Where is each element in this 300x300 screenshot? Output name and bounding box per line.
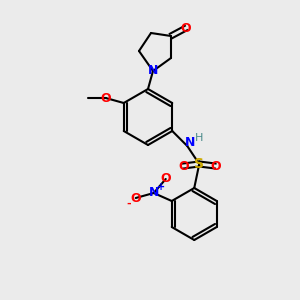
Text: +: + [157,182,165,192]
Text: -: - [126,199,131,209]
Text: N: N [148,64,158,77]
Text: N: N [185,136,195,149]
Text: O: O [181,22,191,34]
Text: S: S [194,157,204,171]
Text: H: H [195,133,203,143]
Text: O: O [210,160,220,172]
Text: N: N [148,187,159,200]
Text: O: O [100,92,111,104]
Text: O: O [130,191,141,205]
Text: O: O [160,172,171,185]
Text: O: O [178,160,189,172]
